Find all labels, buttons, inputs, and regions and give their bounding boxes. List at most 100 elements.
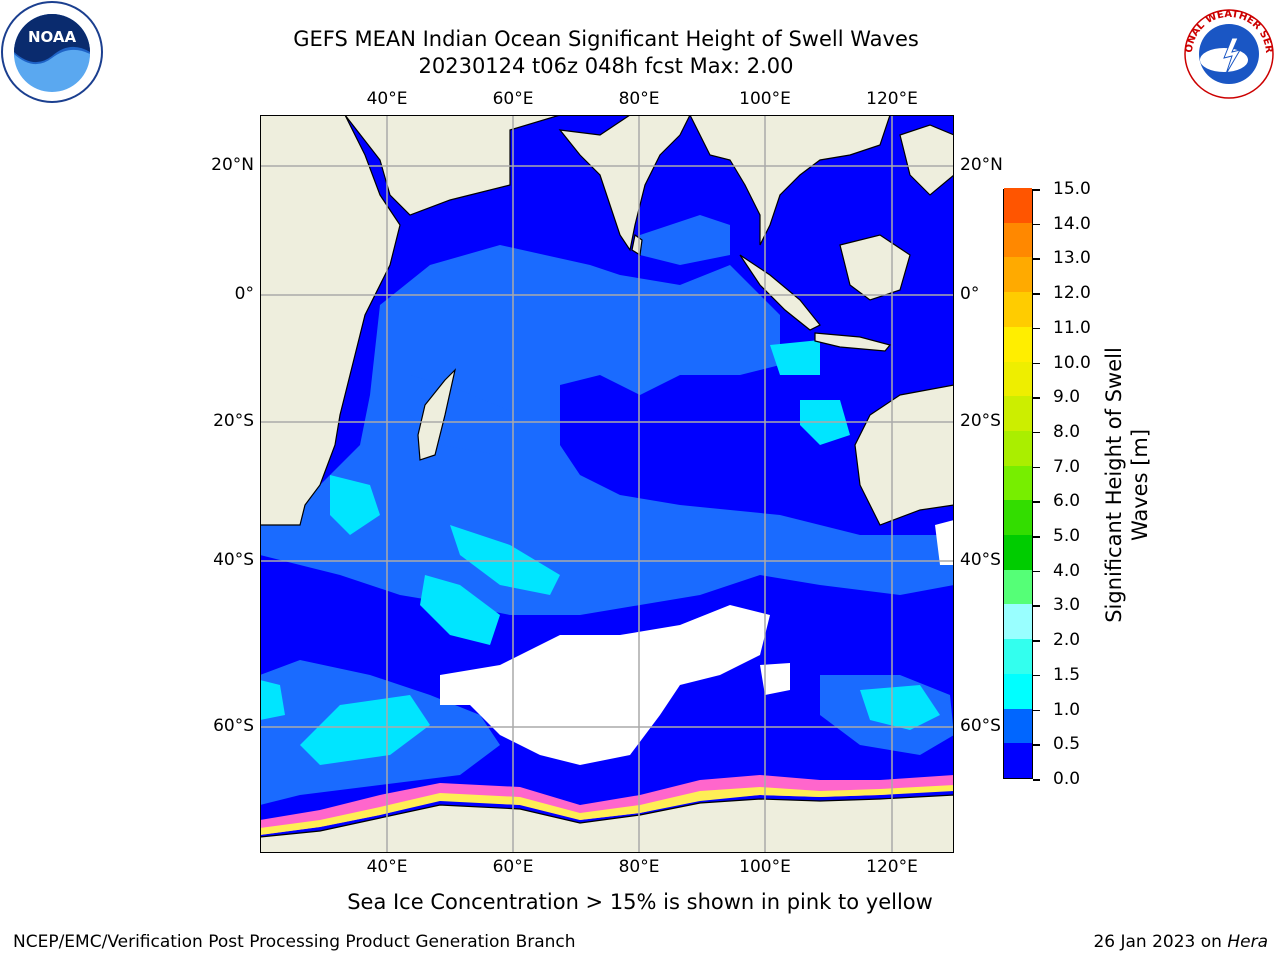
colorbar-tick [1033,605,1040,607]
colorbar-tick [1033,744,1040,746]
colorbar-tick [1033,709,1040,712]
swell-patch-1-0-1-5 [300,695,430,765]
lon-tick-bottom: 40°E [366,857,408,877]
swell-patch-1-0-1-5 [860,685,940,730]
colorbar-tick [1033,779,1040,781]
lat-tick-right: 20°N [960,155,1003,175]
land-philippines [899,124,954,196]
colorbar-swatch [1004,673,1032,709]
lon-tick-top: 80°E [618,89,660,109]
colorbar-swatch [1004,465,1032,501]
colorbar-tick-label: 10.0 [1053,352,1091,373]
colorbar-tick [1033,570,1040,573]
colorbar-tick [1033,258,1040,260]
lat-tick-left: 40°S [213,550,254,570]
lon-tick-top: 120°E [866,89,918,109]
colorbar-tick [1033,223,1040,226]
credit-date: 26 Jan 2023 on [1093,932,1228,952]
colorbar-tick [1033,293,1040,295]
colorbar-tick [1033,640,1040,642]
land-india [558,115,691,252]
land-java [814,332,892,352]
lat-tick-left: 60°S [213,716,254,736]
colorbar-swatch [1004,604,1032,640]
land-sumatra [739,254,821,331]
noaa-logo-icon: NOAA [1,1,103,103]
colorbar-tick [1033,362,1040,365]
colorbar-swatch [1004,500,1032,536]
swell-patch-1-0-1-5 [330,475,380,535]
swell-patch-1-0-1-5 [420,575,500,645]
lon-tick-bottom: 100°E [739,857,791,877]
colorbar-swatch [1004,361,1032,397]
colorbar-tick-label: 12.0 [1053,283,1091,304]
colorbar [1003,188,1033,779]
colorbar-tick-label: 2.0 [1053,630,1081,651]
credit-right: 26 Jan 2023 on Hera [1093,932,1268,952]
graticule [260,115,954,853]
colorbar-swatch [1004,222,1032,258]
colorbar-swatch [1004,430,1032,466]
colorbar-tick-label: 0.0 [1053,769,1081,789]
credit-host: Hera [1227,932,1268,952]
colorbar-tick-label: 0.5 [1053,734,1081,755]
colorbar-tick-label: 14.0 [1053,213,1091,234]
colorbar-tick-label: 8.0 [1053,421,1081,442]
lat-tick-left: 0° [234,284,254,304]
colorbar-title-line1: Significant Height of Swell [1102,347,1126,623]
colorbar-tick-label: 5.0 [1053,526,1081,547]
colorbar-tick-label: 15.0 [1053,179,1091,199]
colorbar-title: Significant Height of Swell Waves [m] [1101,347,1153,623]
colorbar-tick [1033,501,1040,503]
swell-band-0-5-1-0 [260,245,954,615]
lon-tick-top: 100°E [739,89,791,109]
map-subtitle: 20230124 t06z 048h fcst Max: 2.00 [418,54,794,78]
nws-logo-icon: NATIONAL WEATHER SERVICE [1180,8,1274,99]
colorbar-swatch [1004,188,1032,223]
colorbar-tick [1033,431,1040,434]
lat-tick-left: 20°S [213,411,254,431]
land-se-asia [689,115,891,246]
lat-tick-right: 60°S [960,716,1001,736]
land-antarctica [260,794,954,853]
colorbar-tick-label: 9.0 [1053,387,1081,408]
lat-tick-right: 0° [960,284,980,304]
colorbar-tick [1033,674,1040,677]
colorbar-tick-label: 1.5 [1053,664,1081,685]
colorbar-tick-label: 1.0 [1053,699,1081,720]
svg-text:NOAA: NOAA [28,28,77,46]
colorbar-tick-label: 11.0 [1053,317,1091,338]
lon-tick-top: 40°E [366,89,408,109]
map-frame [260,115,954,853]
no-data-region [935,520,954,565]
colorbar-swatch [1004,292,1032,327]
land-australia [854,384,954,526]
colorbar-tick-label: 13.0 [1053,248,1091,269]
lat-tick-right: 40°S [960,550,1001,570]
map-plot [260,115,954,853]
colorbar-tick-label: 4.0 [1053,560,1081,581]
colorbar-swatch [1004,535,1032,570]
colorbar-tick [1033,327,1040,330]
colorbar-tick-label: 6.0 [1053,491,1081,512]
colorbar-swatch [1004,569,1032,605]
lat-tick-left: 20°N [211,155,254,175]
map-title: GEFS MEAN Indian Ocean Significant Heigh… [293,27,919,51]
colorbar-swatch [1004,639,1032,674]
colorbar-swatch [1004,257,1032,293]
land-madagascar [417,368,457,461]
colorbar-swatch [1004,708,1032,744]
colorbar-tick [1033,466,1040,469]
swell-patch-1-0-1-5 [450,525,560,595]
lon-tick-bottom: 80°E [618,857,660,877]
lon-tick-bottom: 60°E [492,857,534,877]
no-data-region [440,605,770,765]
sea-ice-fringe-yellow [260,785,954,835]
colorbar-tick [1033,397,1040,399]
no-data-region [760,663,790,695]
colorbar-swatch [1004,396,1032,431]
colorbar-swatch [1004,326,1032,362]
swell-band-0-5-1-0 [640,215,730,265]
lon-tick-top: 60°E [492,89,534,109]
sea-ice-footnote: Sea Ice Concentration > 15% is shown in … [347,890,933,914]
